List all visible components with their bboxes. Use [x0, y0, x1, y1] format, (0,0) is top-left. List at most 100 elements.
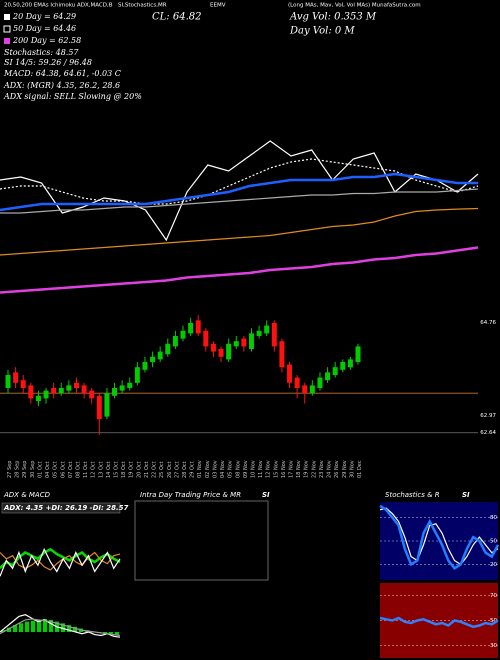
- y-tick-label: 20: [490, 562, 497, 568]
- panel-title: ADX & MACD: [3, 491, 51, 499]
- series-line: [0, 140, 479, 242]
- candle-body: [20, 380, 26, 388]
- y-tick-label: 50: [490, 539, 497, 545]
- x-tick-label: 09 Nov: [243, 460, 249, 478]
- candle-body: [104, 393, 110, 417]
- header-top: (Long MAs, Mav, Vol, Vol MAs) MunafaSutr…: [288, 3, 421, 9]
- x-tick-label: 11 Nov: [258, 460, 264, 478]
- indicator-readout: ADX: (MGR) 4.35, 26.2, 28.6: [3, 81, 120, 90]
- macd-histogram-bar: [6, 627, 12, 632]
- candle-body: [340, 362, 346, 370]
- indicator-readout: 200 Day = 62.58: [12, 36, 81, 45]
- legend-swatch: [4, 14, 10, 20]
- header-top: EEMV: [210, 3, 226, 9]
- x-tick-label: 17 Nov: [289, 460, 295, 478]
- panel-subtitle: SI: [262, 491, 270, 499]
- series-line: [0, 188, 479, 214]
- candle-body: [13, 372, 19, 383]
- candle-body: [142, 362, 148, 370]
- x-tick-label: 19 Oct: [129, 461, 135, 478]
- avg-volume: Avg Vol: 0.353 M: [289, 12, 377, 23]
- series-line: [0, 172, 478, 212]
- x-tick-label: 20 Oct: [136, 461, 142, 478]
- x-tick-label: 18 Oct: [121, 461, 127, 478]
- x-tick-label: 22 Nov: [311, 460, 317, 478]
- x-tick-label: 05 Nov: [228, 460, 234, 478]
- y-tick-label: 70: [490, 593, 497, 599]
- x-tick-label: 29 Nov: [342, 460, 348, 478]
- readout-box: [1, 502, 121, 514]
- candle-body: [195, 320, 201, 334]
- x-tick-label: 27 Sep: [7, 461, 13, 478]
- x-tick-label: 08 Oct: [75, 461, 81, 478]
- candle-body: [294, 377, 300, 388]
- x-tick-label: 23 Nov: [319, 460, 325, 478]
- x-tick-label: 07 Oct: [68, 461, 74, 478]
- macd-histogram-bar: [12, 625, 18, 632]
- candle-body: [241, 338, 247, 347]
- x-tick-label: 01 Dec: [357, 460, 363, 478]
- x-tick-label: 05 Oct: [53, 461, 59, 478]
- candle-body: [127, 382, 133, 388]
- candle-body: [150, 356, 156, 362]
- x-tick-label: 11 Oct: [83, 461, 89, 478]
- price-label: 62.97: [480, 413, 496, 419]
- candle-body: [256, 330, 262, 336]
- x-tick-label: 27 Oct: [174, 461, 180, 478]
- price-label: 62.64: [480, 430, 496, 436]
- candle-body: [51, 388, 57, 394]
- x-tick-label: 26 Oct: [167, 461, 173, 478]
- candle-body: [218, 349, 224, 357]
- x-tick-label: 04 Oct: [45, 461, 51, 478]
- price-label: 64.76: [480, 320, 496, 326]
- x-tick-label: 28 Sep: [15, 461, 21, 478]
- x-tick-label: 30 Nov: [349, 460, 355, 478]
- candle-body: [28, 385, 34, 399]
- candle-body: [188, 323, 194, 334]
- candle-body: [309, 385, 315, 394]
- panel-title: Stochastics & R: [385, 491, 440, 499]
- candle-body: [210, 343, 216, 352]
- candle-body: [317, 377, 323, 388]
- series-line: [0, 551, 121, 571]
- series-line: [0, 618, 121, 637]
- candle-body: [279, 341, 285, 368]
- x-tick-label: 26 Nov: [334, 460, 340, 478]
- close-price: CL: 64.82: [152, 12, 201, 23]
- macd-histogram-bar: [42, 619, 48, 632]
- indicator-readout: ADX signal: SELL Slowing @ 20%: [3, 92, 142, 101]
- candle-body: [73, 382, 79, 388]
- day-volume: Day Vol: 0 M: [289, 26, 355, 37]
- x-tick-label: 12 Nov: [266, 460, 272, 478]
- candle-body: [226, 343, 232, 360]
- x-tick-label: 02 Nov: [205, 460, 211, 478]
- panel-background: [380, 583, 498, 658]
- x-tick-label: 14 Oct: [106, 461, 112, 478]
- x-tick-label: 18 Nov: [296, 460, 302, 478]
- candle-body: [81, 385, 87, 394]
- panel-frame: [134, 500, 269, 581]
- x-tick-label: 15 Nov: [273, 460, 279, 478]
- x-tick-label: 25 Oct: [159, 461, 165, 478]
- x-tick-label: 28 Oct: [182, 461, 188, 478]
- macd-histogram-bar: [0, 630, 6, 632]
- macd-histogram-bar: [108, 632, 114, 634]
- candle-body: [203, 330, 209, 347]
- indicator-readout: MACD: 64.38, 64.61, -0.03 C: [3, 69, 121, 78]
- series-line: [379, 616, 499, 629]
- x-tick-label: 01 Nov: [197, 460, 203, 478]
- legend-swatch: [4, 38, 10, 44]
- macd-histogram-bar: [30, 620, 36, 632]
- candle-body: [165, 343, 171, 355]
- macd-histogram-bar: [48, 619, 54, 632]
- header-top: 20,50,200 EMAs Ichimoku ADX,MACD,B: [4, 3, 113, 9]
- x-tick-label: 04 Nov: [220, 460, 226, 478]
- indicator-readout: 20 Day = 64.29: [12, 12, 76, 21]
- panel-subtitle: SI: [462, 491, 470, 499]
- candle-body: [302, 385, 308, 394]
- candle-body: [287, 364, 293, 383]
- candle-body: [264, 325, 270, 334]
- macd-histogram-bar: [24, 621, 30, 632]
- x-tick-label: 22 Oct: [152, 461, 158, 478]
